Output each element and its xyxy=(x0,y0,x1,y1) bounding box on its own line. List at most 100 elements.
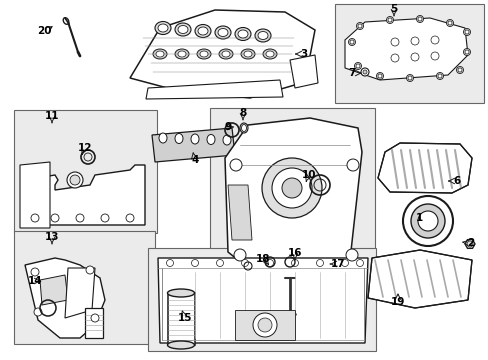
Circle shape xyxy=(357,24,361,28)
Circle shape xyxy=(407,76,411,80)
Text: 17: 17 xyxy=(330,259,345,269)
Polygon shape xyxy=(146,80,283,99)
Circle shape xyxy=(410,204,444,238)
Text: 8: 8 xyxy=(239,108,246,118)
Circle shape xyxy=(436,72,443,80)
Polygon shape xyxy=(289,55,317,88)
Circle shape xyxy=(262,158,321,218)
Ellipse shape xyxy=(222,51,229,57)
Circle shape xyxy=(463,28,469,36)
Circle shape xyxy=(410,53,418,61)
Polygon shape xyxy=(367,250,471,308)
Ellipse shape xyxy=(223,135,230,145)
Circle shape xyxy=(466,241,472,247)
Text: 2: 2 xyxy=(467,238,474,248)
Circle shape xyxy=(456,67,463,73)
Circle shape xyxy=(416,15,423,23)
Bar xyxy=(334,4,483,103)
Bar xyxy=(148,248,375,351)
Ellipse shape xyxy=(175,49,189,59)
Text: 5: 5 xyxy=(389,4,397,14)
Circle shape xyxy=(417,211,437,231)
Polygon shape xyxy=(20,162,50,228)
Text: 12: 12 xyxy=(78,143,92,153)
Circle shape xyxy=(258,318,271,332)
Text: 20: 20 xyxy=(37,26,51,36)
Polygon shape xyxy=(152,128,235,162)
Circle shape xyxy=(377,74,381,78)
Ellipse shape xyxy=(167,289,194,297)
Ellipse shape xyxy=(63,18,69,24)
Circle shape xyxy=(86,266,94,274)
Polygon shape xyxy=(464,240,474,248)
Ellipse shape xyxy=(244,51,251,57)
Circle shape xyxy=(31,268,39,276)
Ellipse shape xyxy=(238,30,247,38)
Text: 13: 13 xyxy=(45,232,59,242)
Text: 1: 1 xyxy=(414,213,422,223)
Ellipse shape xyxy=(155,22,171,35)
Circle shape xyxy=(430,36,438,44)
Ellipse shape xyxy=(178,26,187,33)
Circle shape xyxy=(266,260,273,266)
Circle shape xyxy=(349,40,353,44)
Text: 14: 14 xyxy=(28,276,42,286)
Circle shape xyxy=(76,214,84,222)
Circle shape xyxy=(252,313,276,337)
Ellipse shape xyxy=(175,23,191,36)
Text: 16: 16 xyxy=(287,248,302,258)
Text: 11: 11 xyxy=(45,111,59,121)
Ellipse shape xyxy=(153,49,167,59)
Ellipse shape xyxy=(191,134,199,144)
Circle shape xyxy=(464,50,468,54)
Ellipse shape xyxy=(175,134,183,144)
Polygon shape xyxy=(377,143,471,193)
Circle shape xyxy=(437,74,441,78)
Circle shape xyxy=(402,196,452,246)
Circle shape xyxy=(234,249,245,261)
Polygon shape xyxy=(85,308,103,338)
Circle shape xyxy=(354,63,361,69)
Ellipse shape xyxy=(159,133,167,143)
Circle shape xyxy=(356,260,363,266)
Polygon shape xyxy=(224,118,361,272)
Ellipse shape xyxy=(219,49,232,59)
Circle shape xyxy=(341,260,348,266)
Circle shape xyxy=(67,172,83,188)
Circle shape xyxy=(346,249,357,261)
Polygon shape xyxy=(168,293,195,345)
Polygon shape xyxy=(227,185,251,240)
Circle shape xyxy=(229,159,242,171)
Text: 6: 6 xyxy=(452,176,460,186)
Circle shape xyxy=(356,22,363,30)
Circle shape xyxy=(362,70,366,74)
Ellipse shape xyxy=(265,51,273,57)
Circle shape xyxy=(316,260,323,266)
Circle shape xyxy=(31,214,39,222)
Circle shape xyxy=(457,68,461,72)
Circle shape xyxy=(348,39,355,45)
Circle shape xyxy=(390,38,398,46)
Ellipse shape xyxy=(198,27,207,35)
Ellipse shape xyxy=(167,341,194,349)
Circle shape xyxy=(241,260,248,266)
Circle shape xyxy=(271,168,311,208)
Circle shape xyxy=(191,260,198,266)
Circle shape xyxy=(410,37,418,45)
Ellipse shape xyxy=(254,29,270,42)
Text: 4: 4 xyxy=(191,155,198,165)
Ellipse shape xyxy=(178,51,185,57)
Ellipse shape xyxy=(263,49,276,59)
Circle shape xyxy=(464,30,468,34)
Circle shape xyxy=(376,72,383,80)
Polygon shape xyxy=(25,165,145,225)
Ellipse shape xyxy=(200,51,207,57)
Circle shape xyxy=(70,175,80,185)
Bar xyxy=(209,108,374,287)
Ellipse shape xyxy=(206,135,215,144)
Circle shape xyxy=(360,68,368,76)
Ellipse shape xyxy=(215,26,230,39)
Ellipse shape xyxy=(195,24,210,37)
Circle shape xyxy=(291,260,298,266)
Polygon shape xyxy=(345,18,467,80)
